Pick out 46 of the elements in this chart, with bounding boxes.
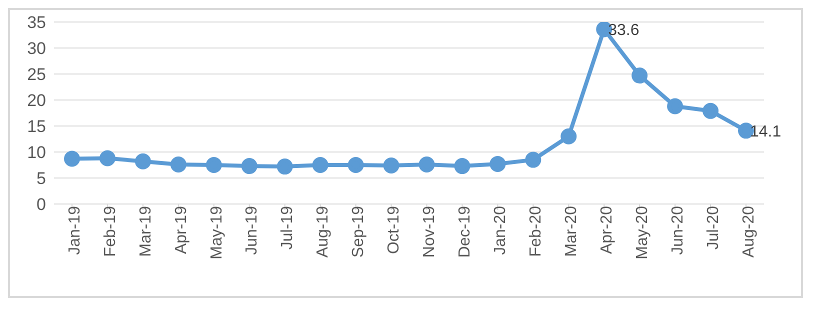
- point: [632, 68, 648, 84]
- point: [490, 156, 506, 172]
- x-tick-label: Jul-19: [279, 206, 296, 250]
- point: [667, 98, 684, 114]
- x-tick-label: Jun-20: [669, 206, 686, 255]
- point: [276, 158, 293, 175]
- point: [312, 157, 328, 173]
- point: [454, 158, 470, 174]
- x-tick-label: Oct-19: [386, 206, 403, 254]
- point: [560, 128, 577, 144]
- point: [348, 157, 364, 173]
- x-tick-label: Jun-19: [244, 206, 261, 255]
- x-tick-label: Mar-20: [562, 206, 580, 257]
- x-tick-label: Jul-20: [704, 206, 722, 250]
- y-tick-label: 35: [27, 13, 46, 32]
- y-tick-label: 15: [27, 117, 46, 136]
- point: [383, 158, 400, 174]
- x-tick-label: Aug-20: [740, 206, 758, 258]
- x-tick-label: Feb-19: [102, 206, 119, 257]
- x-tick-label: May-20: [634, 206, 651, 260]
- x-tick-label: Nov-19: [421, 206, 438, 258]
- x-tick-label: Jan-20: [492, 206, 510, 255]
- point: [525, 152, 542, 168]
- point: [702, 102, 719, 119]
- x-tick-label: Aug-19: [314, 206, 332, 258]
- x-tick-label: Apr-20: [598, 206, 616, 254]
- point: [241, 158, 258, 174]
- point: [134, 153, 151, 170]
- y-tick-label: 30: [27, 39, 46, 58]
- x-tick-label: Sep-19: [350, 206, 368, 258]
- y-tick-label: 25: [27, 65, 46, 84]
- point: [170, 156, 186, 172]
- x-tick-label: May-19: [208, 206, 226, 260]
- point: [418, 156, 435, 172]
- point: [64, 150, 80, 167]
- y-tick-label: 10: [27, 143, 46, 162]
- x-tick-label: Mar-19: [137, 206, 154, 257]
- x-tick-label: Feb-20: [528, 206, 545, 257]
- x-tick-label: Apr-19: [172, 206, 190, 254]
- y-tick-label: 20: [27, 91, 46, 110]
- y-tick-label: 0: [36, 195, 46, 214]
- x-tick-label: Jan-19: [66, 206, 84, 255]
- point: [99, 150, 116, 166]
- point: [206, 157, 222, 173]
- y-tick-label: 5: [36, 169, 46, 188]
- x-tick-label: Dec-19: [456, 206, 474, 258]
